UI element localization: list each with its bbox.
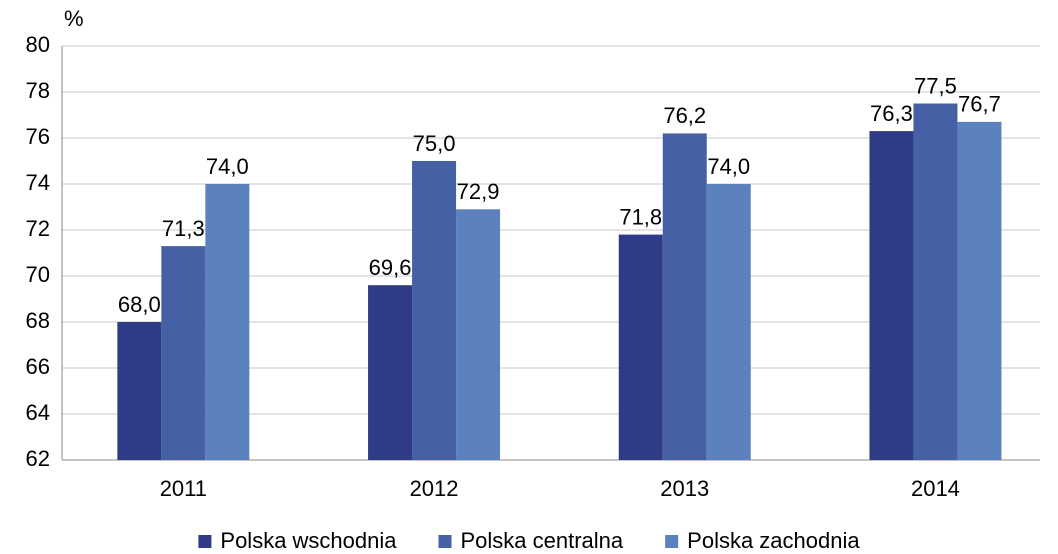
legend-swatch [665, 535, 679, 548]
value-label: 77,5 [914, 73, 957, 98]
y-tick-label: 74 [26, 170, 50, 195]
bar [869, 131, 914, 460]
legend-label: Polska zachodnia [687, 528, 860, 553]
bar [706, 184, 751, 460]
y-tick-label: 76 [26, 124, 50, 149]
y-tick-label: 72 [26, 216, 50, 241]
bar [368, 285, 413, 460]
legend-label: Polska centralna [461, 528, 624, 553]
value-label: 76,2 [663, 103, 706, 128]
value-label: 72,9 [457, 179, 500, 204]
bar [662, 133, 707, 460]
bar [913, 103, 958, 460]
y-tick-label: 68 [26, 308, 50, 333]
y-tick-label: 66 [26, 354, 50, 379]
legend-swatch [198, 535, 212, 548]
value-label: 71,3 [162, 216, 205, 241]
y-tick-label: 80 [26, 32, 50, 57]
y-axis-label: % [64, 6, 84, 31]
bar [618, 234, 663, 460]
bar [117, 322, 162, 460]
value-label: 76,7 [958, 92, 1001, 117]
y-tick-label: 78 [26, 78, 50, 103]
bar [205, 184, 250, 460]
bar [412, 161, 457, 460]
bar [161, 246, 206, 460]
y-tick-label: 62 [26, 446, 50, 471]
x-tick-label: 2014 [911, 476, 960, 501]
value-label: 74,0 [707, 154, 750, 179]
value-label: 76,3 [870, 101, 913, 126]
bar [456, 209, 501, 460]
y-tick-label: 64 [26, 400, 50, 425]
value-label: 69,6 [369, 255, 412, 280]
x-tick-label: 2012 [410, 476, 459, 501]
x-tick-label: 2011 [160, 476, 207, 501]
legend-label: Polska wschodnia [220, 528, 397, 553]
value-label: 74,0 [206, 154, 249, 179]
value-label: 68,0 [118, 292, 161, 317]
value-label: 71,8 [619, 204, 662, 229]
value-label: 75,0 [413, 131, 456, 156]
x-tick-label: 2013 [660, 476, 709, 501]
bar [957, 121, 1002, 461]
y-tick-label: 70 [26, 262, 50, 287]
legend-swatch [438, 535, 452, 548]
